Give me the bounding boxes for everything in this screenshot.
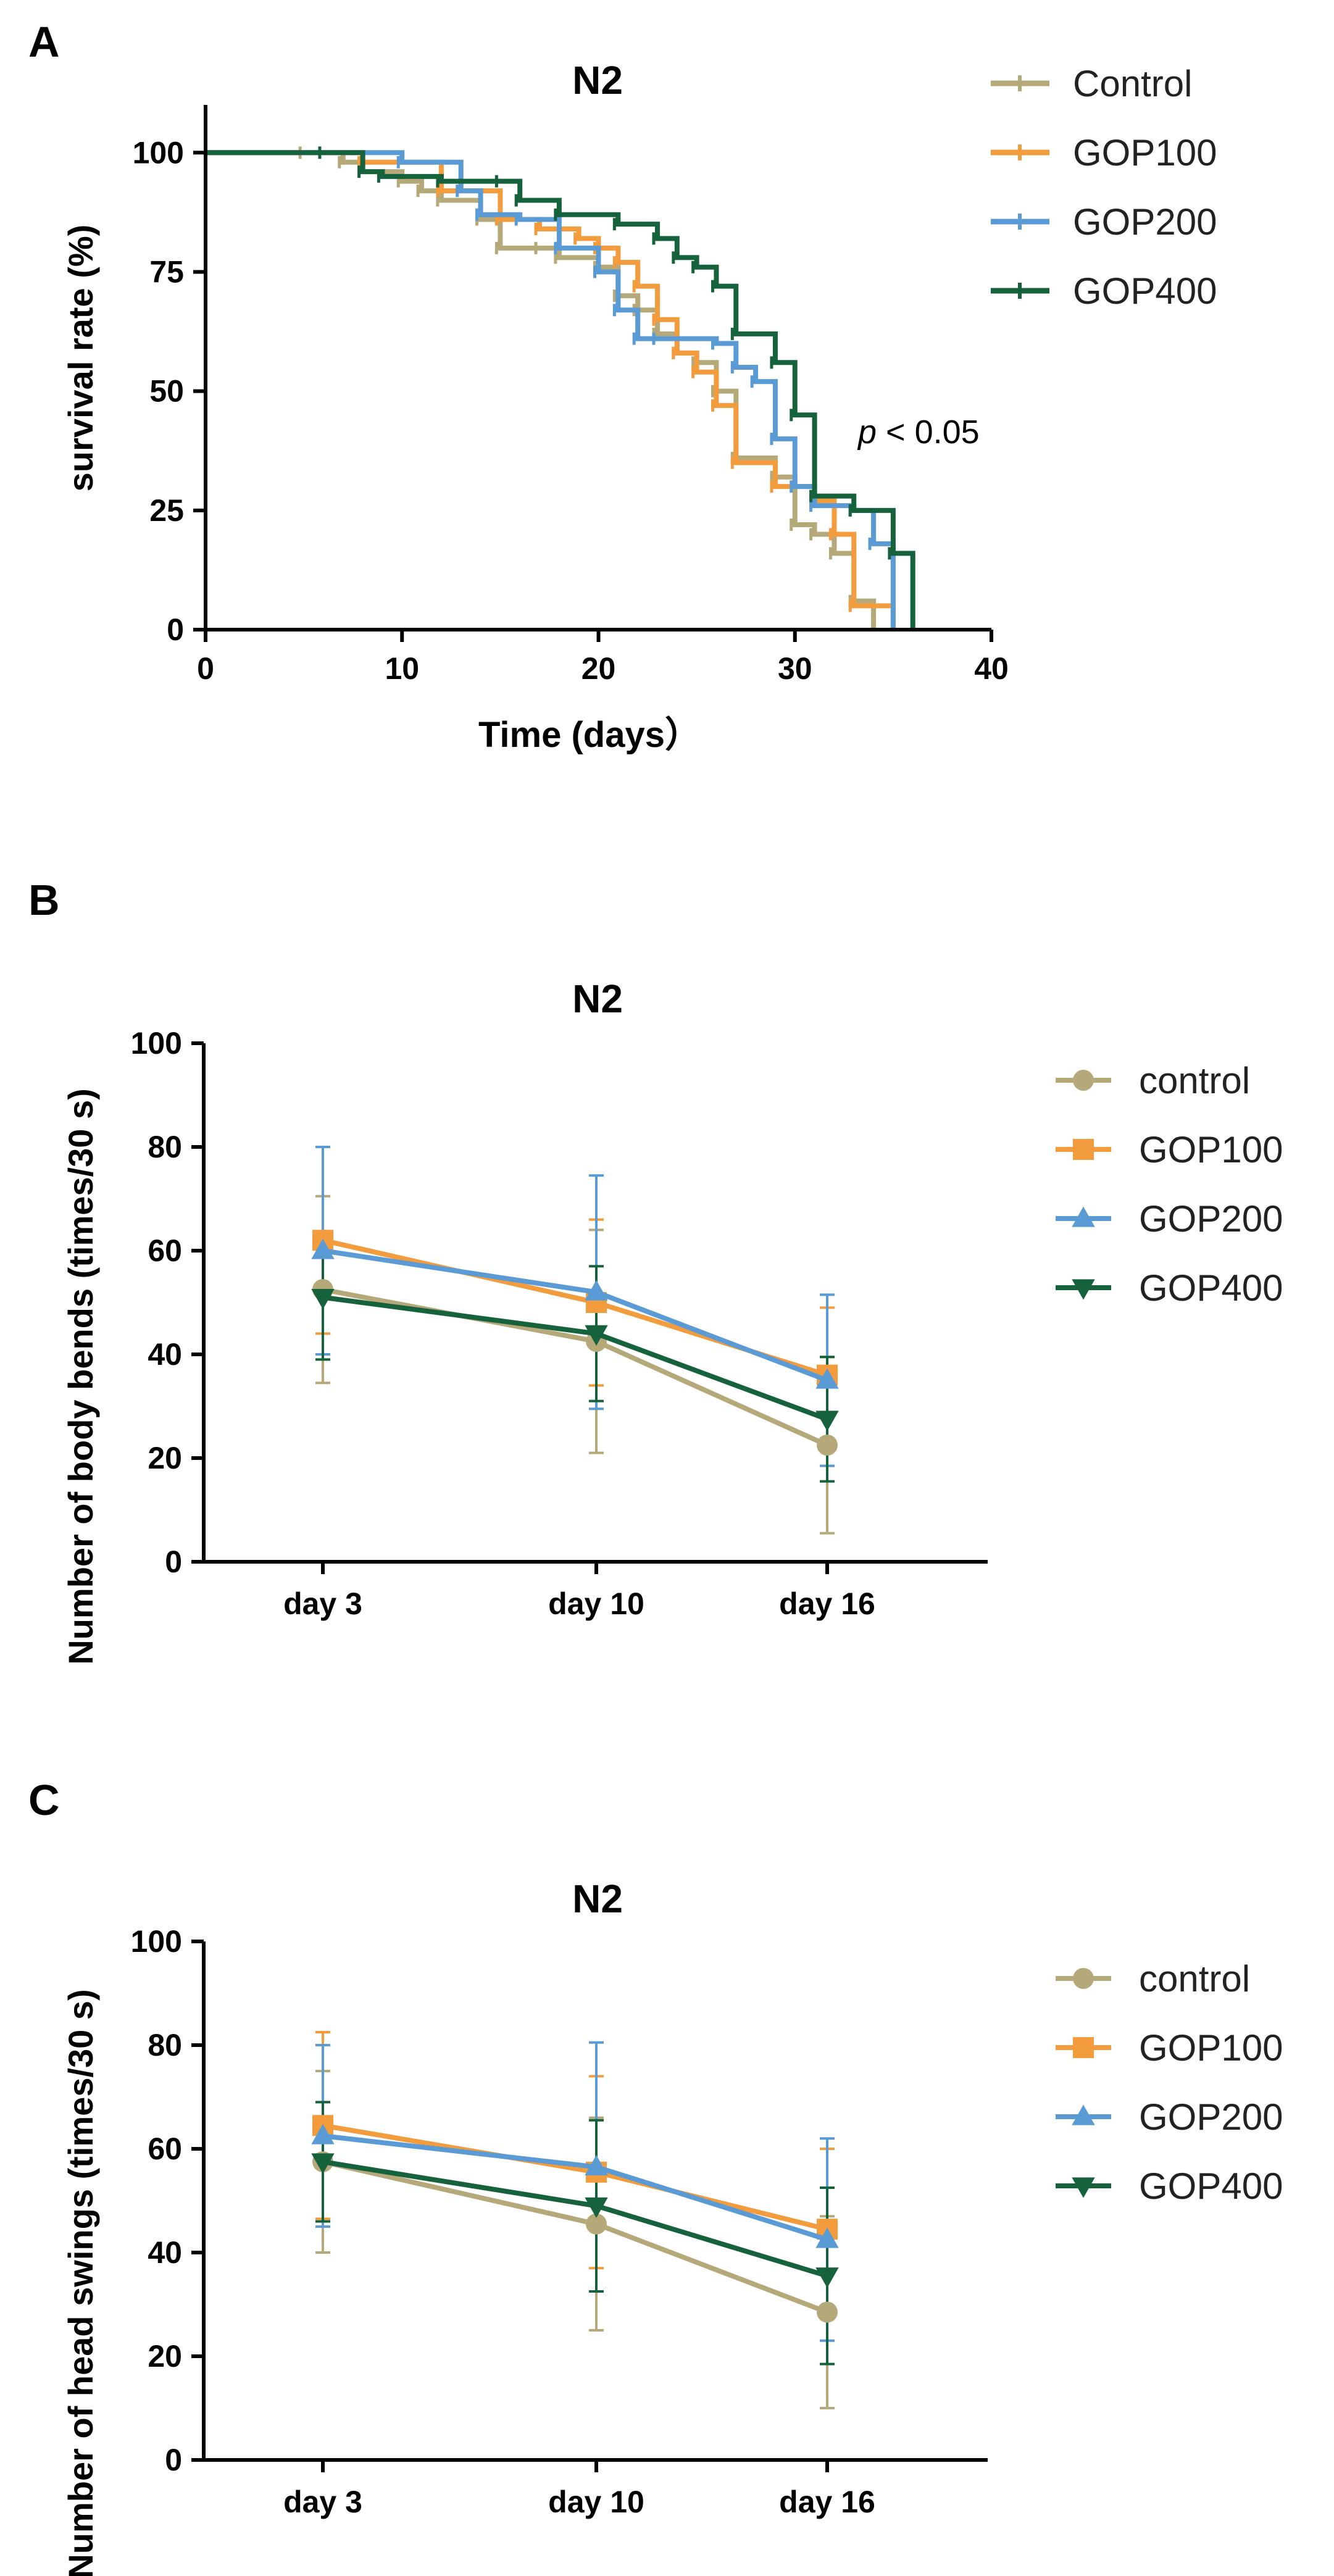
x-tick-label: 30 xyxy=(778,651,812,686)
y-tick-label: 60 xyxy=(148,1233,182,1268)
data-point-gop200 xyxy=(585,1280,608,1301)
legend-marker-gop400 xyxy=(1072,2177,1095,2198)
survival-line-gop400 xyxy=(206,150,915,630)
p-value-symbol: p xyxy=(857,414,877,451)
y-tick-label: 50 xyxy=(149,374,184,409)
legend-label-gop200: GOP200 xyxy=(1139,2096,1283,2138)
legend-label-gop200: GOP200 xyxy=(1073,201,1217,243)
y-tick-label: 100 xyxy=(131,1026,182,1061)
panel-b-axes: day 3 day 10 day 16 0 20 40 60 80 100 xyxy=(131,1026,988,1621)
p-value-text: < 0.05 xyxy=(877,414,980,451)
x-tick-label: day 16 xyxy=(779,2485,875,2519)
panel-c-head-swings-chart: C N2 Number of head swings (times/30 s) … xyxy=(28,1776,1283,2576)
panel-a-x-axis-label: Time (days） xyxy=(478,715,701,755)
x-tick-label: day 10 xyxy=(548,2485,644,2519)
x-tick-label: day 16 xyxy=(779,1586,875,1621)
y-tick-label: 0 xyxy=(165,2443,182,2477)
legend-label-gop100: GOP100 xyxy=(1139,1129,1283,1170)
legend-marker-gop400 xyxy=(1072,1279,1095,1300)
legend-label-gop400: GOP400 xyxy=(1073,270,1217,312)
y-tick-label: 40 xyxy=(148,2235,182,2270)
data-point-control xyxy=(817,2301,838,2323)
series-line-gop400 xyxy=(322,1294,828,1422)
panel-c-series xyxy=(311,2031,839,2409)
data-point-gop400 xyxy=(585,2197,608,2218)
data-point-control xyxy=(586,2213,607,2235)
legend-marker-gop100 xyxy=(1073,2037,1094,2058)
y-tick-label: 80 xyxy=(148,2028,182,2062)
legend-label-gop200: GOP200 xyxy=(1139,1198,1283,1240)
y-tick-label: 60 xyxy=(148,2132,182,2166)
data-point-gop400 xyxy=(815,1411,839,1432)
panel-a-letter: A xyxy=(28,18,60,66)
series-line-gop200 xyxy=(322,2133,828,2242)
survival-line-gop100 xyxy=(206,150,896,630)
survival-line-control xyxy=(206,150,877,630)
data-point-gop400 xyxy=(311,2153,335,2174)
data-point-control xyxy=(817,1435,838,1456)
data-point-gop200 xyxy=(585,2154,608,2175)
y-tick-label: 40 xyxy=(148,1337,182,1372)
data-point-gop200 xyxy=(311,1238,335,1259)
legend-label-gop100: GOP100 xyxy=(1139,2027,1283,2069)
panel-a-legend: Control GOP100 GOP200 GOP400 xyxy=(991,63,1217,312)
x-tick-label: day 3 xyxy=(283,1586,362,1621)
data-point-gop200 xyxy=(311,2124,335,2145)
y-tick-label: 75 xyxy=(149,254,184,289)
x-tick-label: 0 xyxy=(197,651,214,686)
y-tick-label: 80 xyxy=(148,1130,182,1164)
y-tick-label: 20 xyxy=(148,2339,182,2374)
legend-marker-gop100 xyxy=(1073,1139,1094,1160)
legend-label-gop400: GOP400 xyxy=(1139,1267,1283,1309)
panel-b-series xyxy=(311,1146,839,1535)
y-tick-label: 0 xyxy=(167,612,184,647)
y-tick-label: 100 xyxy=(131,1924,182,1959)
panel-a-y-axis-label: survival rate (%) xyxy=(61,225,100,492)
series-line-gop200 xyxy=(322,1248,828,1383)
series-line-control xyxy=(322,2159,828,2315)
legend-label-control: control xyxy=(1139,1958,1250,1999)
data-point-gop400 xyxy=(585,1325,608,1346)
panel-b-letter: B xyxy=(28,876,60,924)
panel-a-title: N2 xyxy=(572,58,623,102)
panel-b-legend: control GOP100 GOP200 GOP400 xyxy=(1056,1060,1283,1309)
x-tick-label: day 3 xyxy=(283,2485,362,2519)
data-point-gop400 xyxy=(311,1289,335,1310)
y-tick-label: 20 xyxy=(148,1441,182,1475)
panel-c-legend: control GOP100 GOP200 GOP400 xyxy=(1056,1958,1283,2207)
survival-line-gop200 xyxy=(206,150,896,630)
x-tick-label: day 10 xyxy=(548,1586,644,1621)
data-point-gop200 xyxy=(815,1368,839,1389)
x-tick-label: 10 xyxy=(385,651,419,686)
legend-marker-gop200 xyxy=(1072,2104,1095,2125)
y-tick-label: 100 xyxy=(133,135,184,170)
legend-label-control: Control xyxy=(1073,63,1192,104)
legend-label-control: control xyxy=(1139,1060,1250,1101)
data-point-gop400 xyxy=(815,2267,839,2288)
panel-a-survival-chart: A N2 survival rate (%) Time (days） p < 0… xyxy=(28,18,1217,755)
legend-label-gop400: GOP400 xyxy=(1139,2165,1283,2207)
x-tick-label: 40 xyxy=(974,651,1009,686)
legend-marker-gop200 xyxy=(1072,1206,1095,1227)
legend-marker-control xyxy=(1073,1968,1094,1989)
panel-c-title: N2 xyxy=(572,1877,623,1921)
panel-b-y-axis-label: Number of body bends (times/30 s) xyxy=(61,1088,100,1665)
panel-b-body-bends-chart: B N2 Number of body bends (times/30 s) d… xyxy=(28,876,1283,1665)
panel-b-title: N2 xyxy=(572,977,623,1021)
series-line-control xyxy=(322,1287,828,1448)
p-value-annotation: p < 0.05 xyxy=(857,414,980,451)
panel-a-series xyxy=(206,146,915,630)
panel-c-y-axis-label: Number of head swings (times/30 s) xyxy=(61,1989,100,2576)
y-tick-label: 0 xyxy=(165,1544,182,1579)
data-point-gop200 xyxy=(815,2227,839,2248)
legend-marker-control xyxy=(1073,1070,1094,1091)
y-tick-label: 25 xyxy=(149,493,184,528)
x-tick-label: 20 xyxy=(582,651,616,686)
panel-a-axes: 0 10 20 30 40 0 25 50 75 100 xyxy=(133,105,1009,686)
panel-c-axes: day 3 day 10 day 16 0 20 40 60 80 100 xyxy=(131,1924,988,2519)
legend-label-gop100: GOP100 xyxy=(1073,132,1217,173)
panel-c-letter: C xyxy=(28,1776,60,1824)
